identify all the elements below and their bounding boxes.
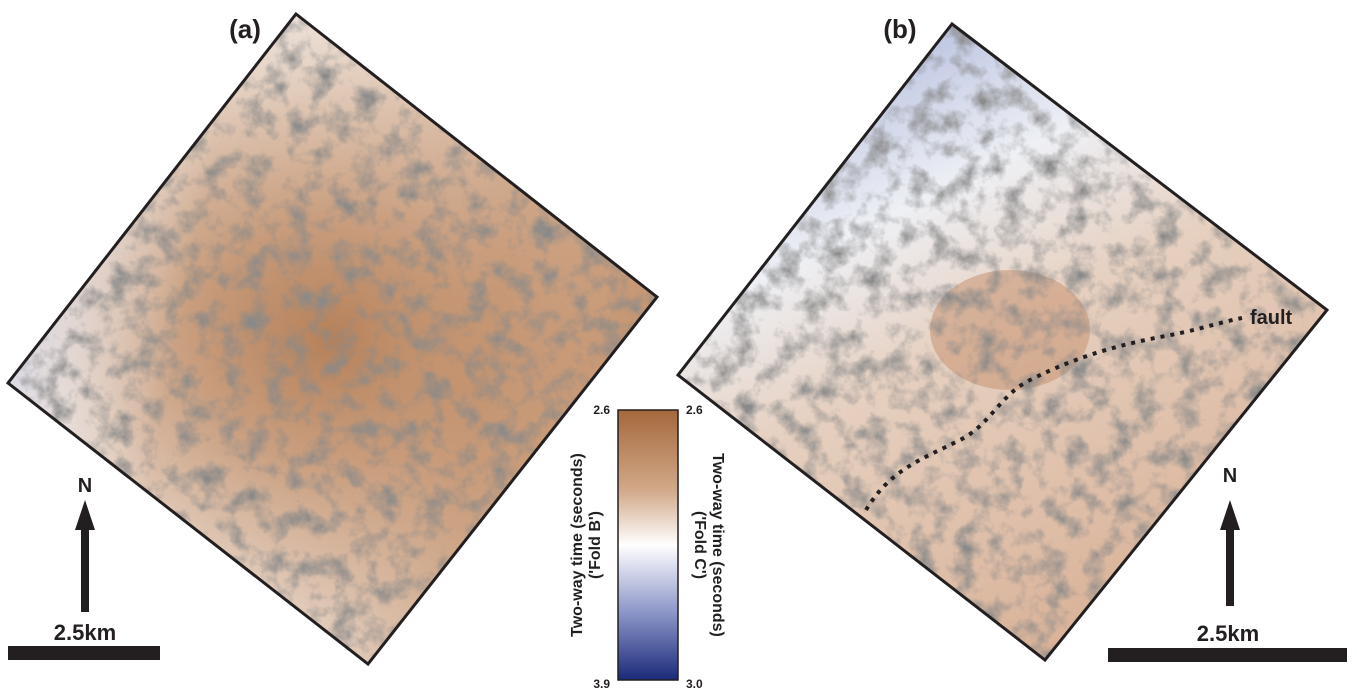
scale-label: 2.5km [1197,621,1259,646]
figure: (a) (b) fault N 2.5km N 2.5km 2.6 3.9 2.… [0,0,1357,691]
scale-label: 2.5km [54,620,116,645]
colorbar-label: Two-way time (seconds) ('Fold C') [691,453,726,637]
colorbar-tick: 3.0 [686,677,703,691]
scale-bar [1108,648,1347,662]
colorbar-label-line: ('Fold C') [691,511,708,579]
north-label: N [1223,465,1237,487]
map-b [670,10,1340,670]
north-label: N [78,475,92,497]
colorbar-label-line: Two-way time (seconds) [709,453,726,637]
panel-label: (a) [229,14,261,44]
colorbar-label-line: ('Fold B') [587,511,604,579]
panel-label: (b) [883,14,916,44]
north-arrow [75,500,95,612]
colorbar [618,410,678,680]
colorbar-tick: 2.6 [686,403,703,417]
colorbar-tick: 2.6 [593,403,610,417]
colorbar-label-line: Two-way time (seconds) [569,453,586,637]
north-arrow [1220,500,1240,606]
scale-bar [8,646,160,660]
colorbar-label: Two-way time (seconds) ('Fold B') [569,453,604,637]
annotation: fault [1250,307,1293,329]
colorbar-tick: 3.9 [593,677,610,691]
